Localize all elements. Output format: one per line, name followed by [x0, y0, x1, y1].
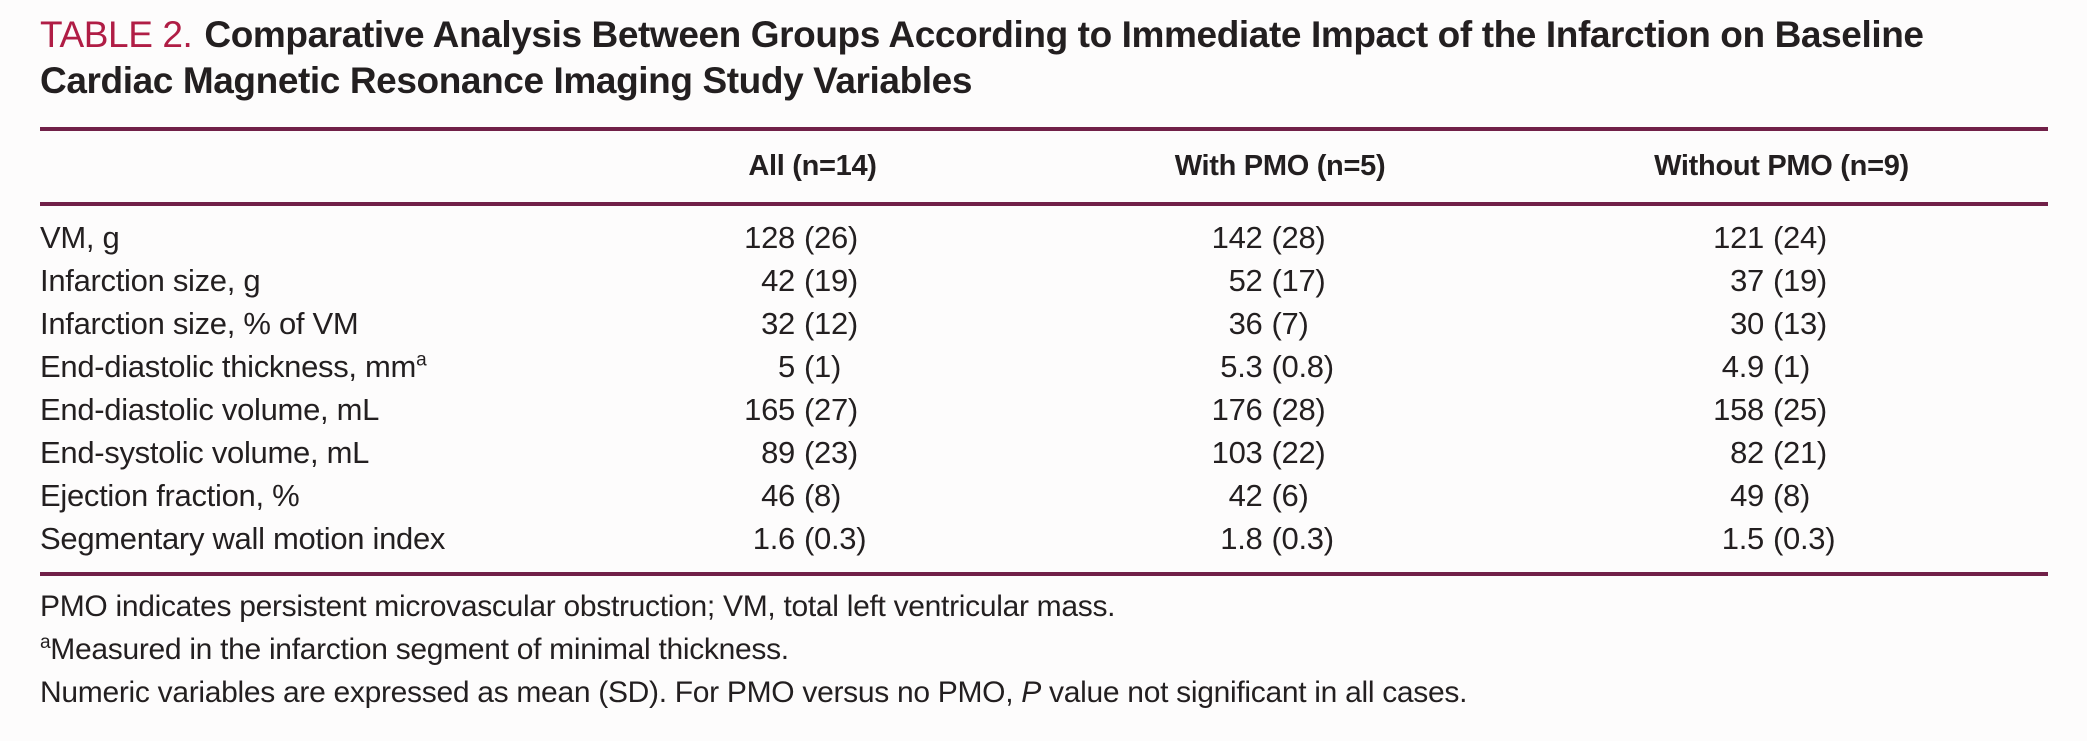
table-row: Segmentary wall motion index 1.6 (0.3) 1.… — [40, 517, 2048, 574]
row-label: Ejection fraction, % — [40, 478, 300, 513]
cell-without-pmo: 49 (8) — [1730, 478, 1810, 513]
row-label: End-diastolic thickness, mma — [40, 349, 427, 384]
row-label: End-diastolic volume, mL — [40, 392, 380, 427]
cell-with-pmo: 1.8 (0.3) — [1220, 521, 1334, 556]
cell-with-pmo: 36 (7) — [1228, 306, 1309, 341]
data-table: All (n=14) With PMO (n=5) Without PMO (n… — [40, 127, 2048, 576]
footnote-marker: a — [416, 349, 427, 371]
row-label: End-systolic volume, mL — [40, 435, 370, 470]
table-header: All (n=14) With PMO (n=5) Without PMO (n… — [40, 129, 2048, 204]
header-row: All (n=14) With PMO (n=5) Without PMO (n… — [40, 129, 2048, 204]
footnote-a: aMeasured in the infarction segment of m… — [40, 632, 789, 666]
table-row: VM, g 128 (26) 142 (28) 121 (24) — [40, 204, 2048, 259]
row-label: Segmentary wall motion index — [40, 521, 446, 556]
cell-with-pmo: 42 (6) — [1228, 478, 1309, 513]
row-label: Infarction size, g — [40, 263, 261, 298]
table-row: End-systolic volume, mL 89 (23) 103 (22) 8… — [40, 431, 2048, 474]
col-header-all: All (n=14) — [748, 150, 877, 182]
table-row: End-diastolic thickness, mma 5 (1) 5.3 (0.… — [40, 345, 2048, 388]
table-row: Ejection fraction, % 46 (8) 42 (6) 49 (8) — [40, 474, 2048, 517]
cell-without-pmo: 82 (21) — [1730, 435, 1827, 470]
table-number: TABLE 2. — [40, 14, 193, 55]
cell-all: 32 (12) — [761, 306, 858, 341]
cell-without-pmo: 37 (19) — [1730, 263, 1827, 298]
p-value-symbol: P — [1021, 676, 1042, 709]
table-figure: TABLE 2. Comparative Analysis Between Gro… — [40, 12, 2048, 714]
cell-without-pmo: 121 (24) — [1713, 220, 1827, 255]
col-header-with-pmo: With PMO (n=5) — [1174, 150, 1386, 182]
cell-without-pmo: 158 (25) — [1713, 392, 1827, 427]
cell-with-pmo: 142 (28) — [1211, 220, 1326, 255]
table-row: Infarction size, % of VM 32 (12) 36 (7) 30… — [40, 302, 2048, 345]
col-header-variable — [40, 129, 580, 204]
cell-all: 165 (27) — [744, 392, 858, 427]
cell-without-pmo: 30 (13) — [1730, 306, 1827, 341]
footnote-statistics: Numeric variables are expressed as mean … — [40, 676, 1468, 709]
cell-all: 89 (23) — [761, 435, 858, 470]
row-label: VM, g — [40, 220, 120, 255]
table-title: TABLE 2. Comparative Analysis Between Gro… — [40, 12, 2048, 104]
cell-without-pmo: 1.5 (0.3) — [1721, 521, 1836, 556]
cell-with-pmo: 5.3 (0.8) — [1220, 349, 1334, 384]
cell-with-pmo: 176 (28) — [1211, 392, 1326, 427]
cell-all: 5 (1) — [778, 349, 841, 384]
table-body: VM, g 128 (26) 142 (28) 121 (24) Infarction… — [40, 204, 2048, 574]
cell-all: 1.6 (0.3) — [752, 521, 867, 556]
cell-without-pmo: 4.9 (1) — [1721, 349, 1811, 384]
cell-all: 128 (26) — [744, 220, 858, 255]
footnote-a-marker: a — [40, 632, 51, 653]
cell-with-pmo: 52 (17) — [1228, 263, 1326, 298]
table-title-text: Comparative Analysis Between Groups Acco… — [40, 14, 1924, 101]
cell-all: 46 (8) — [761, 478, 841, 513]
table-row: End-diastolic volume, mL 165 (27) 176 (28)… — [40, 388, 2048, 431]
cell-all: 42 (19) — [761, 263, 858, 298]
footnotes: PMO indicates persistent microvascular o… — [40, 585, 2048, 714]
row-label: Infarction size, % of VM — [40, 306, 359, 341]
cell-with-pmo: 103 (22) — [1211, 435, 1326, 470]
table-row: Infarction size, g 42 (19) 52 (17) 37 (19) — [40, 259, 2048, 302]
footnote-abbreviations: PMO indicates persistent microvascular o… — [40, 590, 1116, 623]
col-header-without-pmo: Without PMO (n=9) — [1654, 150, 1909, 182]
